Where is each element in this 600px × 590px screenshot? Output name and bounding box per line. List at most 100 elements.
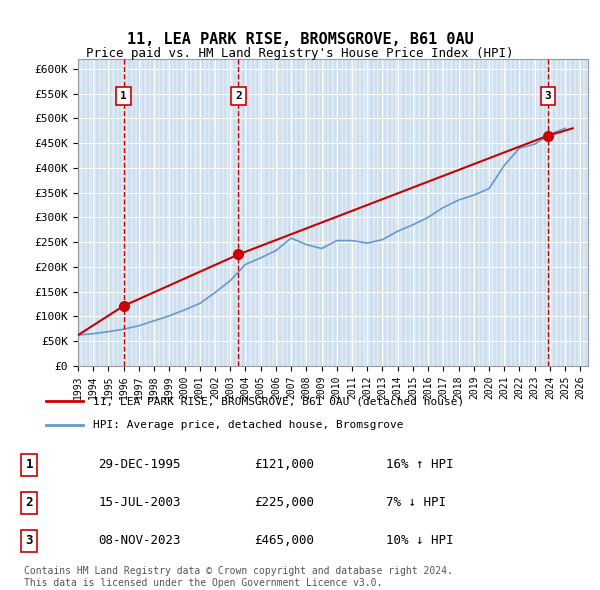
Bar	[270, 59, 272, 366]
Bar	[489, 59, 491, 366]
Bar	[265, 59, 268, 366]
Bar	[526, 59, 528, 366]
Bar	[128, 59, 131, 366]
Bar	[256, 59, 259, 366]
Bar	[146, 59, 149, 366]
Bar	[398, 59, 400, 366]
Bar	[251, 59, 254, 366]
Bar	[484, 59, 487, 366]
Text: 2: 2	[235, 91, 242, 101]
Bar	[115, 59, 117, 366]
Bar	[553, 59, 555, 366]
Bar	[92, 59, 94, 366]
Bar	[466, 59, 469, 366]
Bar	[229, 59, 231, 366]
Text: 10% ↓ HPI: 10% ↓ HPI	[386, 535, 454, 548]
Bar	[151, 59, 154, 366]
Bar	[439, 59, 441, 366]
Bar	[480, 59, 482, 366]
Bar	[338, 59, 341, 366]
Bar	[352, 59, 355, 366]
Bar	[238, 59, 240, 366]
Bar	[279, 59, 281, 366]
Bar	[142, 59, 144, 366]
Bar	[169, 59, 172, 366]
Bar	[155, 59, 158, 366]
Bar	[211, 59, 213, 366]
Bar	[325, 59, 327, 366]
Bar	[297, 59, 299, 366]
Bar	[160, 59, 163, 366]
Bar	[425, 59, 427, 366]
Bar	[361, 59, 364, 366]
Bar	[366, 59, 368, 366]
Bar	[110, 59, 112, 366]
Bar	[521, 59, 523, 366]
Bar	[457, 59, 460, 366]
Bar	[224, 59, 226, 366]
Bar	[430, 59, 432, 366]
Bar	[576, 59, 578, 366]
Bar	[452, 59, 455, 366]
Bar	[416, 59, 418, 366]
Bar	[407, 59, 409, 366]
Bar	[379, 59, 382, 366]
Bar	[284, 59, 286, 366]
Bar	[188, 59, 190, 366]
Bar	[434, 59, 437, 366]
Text: 7% ↓ HPI: 7% ↓ HPI	[386, 496, 446, 509]
Bar	[535, 59, 537, 366]
Text: 1: 1	[120, 91, 127, 101]
Bar	[548, 59, 551, 366]
Bar	[475, 59, 478, 366]
Text: 11, LEA PARK RISE, BROMSGROVE, B61 0AU: 11, LEA PARK RISE, BROMSGROVE, B61 0AU	[127, 32, 473, 47]
Bar	[539, 59, 542, 366]
Bar	[220, 59, 222, 366]
Bar	[544, 59, 546, 366]
Bar	[183, 59, 185, 366]
Bar	[471, 59, 473, 366]
Bar	[307, 59, 308, 366]
Bar	[356, 59, 359, 366]
Bar	[343, 59, 345, 366]
Bar	[83, 59, 85, 366]
Text: 11, LEA PARK RISE, BROMSGROVE, B61 0AU (detached house): 11, LEA PARK RISE, BROMSGROVE, B61 0AU (…	[94, 396, 464, 407]
Text: 08-NOV-2023: 08-NOV-2023	[98, 535, 181, 548]
Bar	[233, 59, 236, 366]
Bar	[494, 59, 496, 366]
Bar	[562, 59, 565, 366]
Bar	[402, 59, 404, 366]
Bar	[384, 59, 386, 366]
Bar	[461, 59, 464, 366]
Bar	[288, 59, 290, 366]
Bar	[316, 59, 318, 366]
Bar	[580, 59, 583, 366]
Text: HPI: Average price, detached house, Bromsgrove: HPI: Average price, detached house, Brom…	[94, 419, 404, 430]
Bar	[498, 59, 500, 366]
Bar	[78, 59, 80, 366]
Bar	[242, 59, 245, 366]
Bar	[133, 59, 135, 366]
Text: 3: 3	[26, 535, 33, 548]
Bar	[566, 59, 569, 366]
Bar	[389, 59, 391, 366]
Text: 16% ↑ HPI: 16% ↑ HPI	[386, 458, 454, 471]
Bar	[174, 59, 176, 366]
Bar	[503, 59, 505, 366]
Bar	[571, 59, 574, 366]
Bar	[247, 59, 249, 366]
Bar	[197, 59, 199, 366]
Bar	[293, 59, 295, 366]
Bar	[393, 59, 395, 366]
Bar	[320, 59, 322, 366]
Text: 3: 3	[544, 91, 551, 101]
Bar	[557, 59, 560, 366]
Bar	[137, 59, 140, 366]
Bar	[206, 59, 208, 366]
Bar	[443, 59, 446, 366]
Bar	[119, 59, 121, 366]
Bar	[178, 59, 181, 366]
Bar	[329, 59, 331, 366]
Bar	[412, 59, 413, 366]
Text: £225,000: £225,000	[254, 496, 314, 509]
